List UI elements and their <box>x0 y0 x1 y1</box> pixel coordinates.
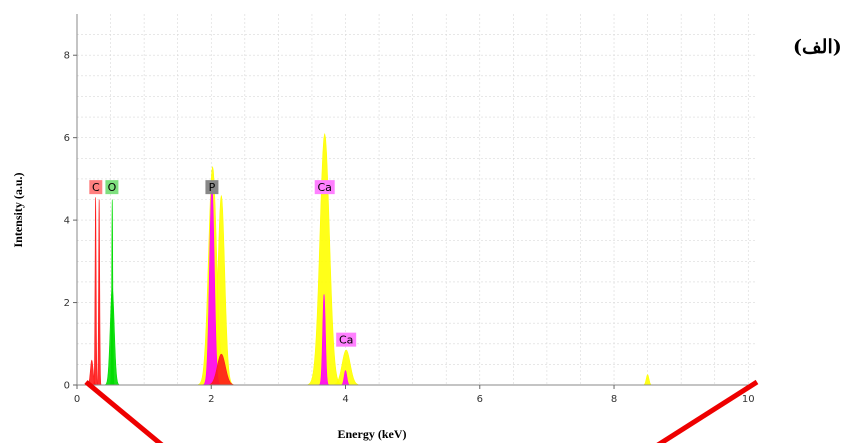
peak-tag-box <box>105 180 119 195</box>
series-group <box>86 133 653 386</box>
y-tick-label: 4 <box>64 216 70 227</box>
peak-p <box>318 294 330 386</box>
peak-tag-label: O <box>108 181 117 194</box>
peak-tag-box <box>205 180 219 195</box>
y-tick-label: 8 <box>64 51 70 62</box>
peak-c <box>96 199 102 386</box>
x-tick-label: 8 <box>611 394 617 405</box>
x-tick-label: 0 <box>74 394 80 405</box>
peak-tag-o: O <box>105 180 119 195</box>
peak-tag-label: Ca <box>317 181 331 194</box>
series-c <box>86 197 238 386</box>
x-axis-title: Energy (keV) <box>338 427 407 441</box>
grid <box>77 14 755 385</box>
y-axis-title: Intensity (a.u.) <box>11 172 25 247</box>
axes <box>76 14 755 386</box>
peak-tags: C O P Ca Ca <box>89 180 357 347</box>
peak-tag-label: P <box>209 181 216 194</box>
y-tick-label: 6 <box>64 133 70 144</box>
red-strikethrough-lines <box>84 379 759 443</box>
panel-label: (الف) <box>793 36 842 58</box>
overlay-line-left <box>84 380 164 443</box>
peak-tag-label: C <box>92 181 100 194</box>
peak-tag-ca: Ca <box>314 180 335 195</box>
series-o <box>103 199 121 386</box>
peak-tag-c: C <box>89 180 103 195</box>
overlay-line-right <box>656 379 759 443</box>
x-tick-label: 10 <box>742 394 755 405</box>
y-tick-label: 2 <box>64 298 70 309</box>
peak-o <box>109 199 115 386</box>
x-tick-label: 2 <box>208 394 214 405</box>
peak-tag-ca: Ca <box>336 332 357 347</box>
x-tick-label: 4 <box>342 394 348 405</box>
x-tick-label: 6 <box>477 394 483 405</box>
tick-labels: 0 2 4 6 8 10 0 2 4 6 8 <box>64 51 755 405</box>
peak-tag-box <box>314 180 335 195</box>
peak-tag-box <box>336 332 357 347</box>
y-tick-label: 0 <box>64 381 70 392</box>
peak-tag-label: Ca <box>339 334 353 347</box>
peak-tag-box <box>89 180 103 195</box>
peak-tag-p: P <box>205 180 219 195</box>
